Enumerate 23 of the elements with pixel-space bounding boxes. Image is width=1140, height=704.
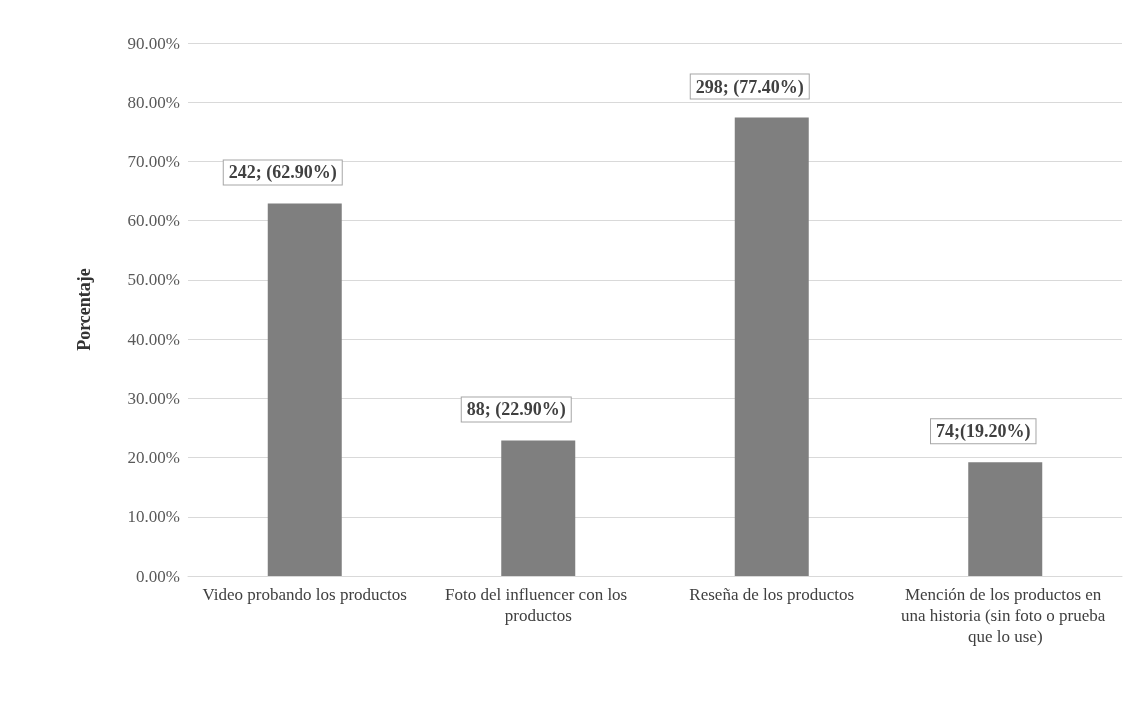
y-tick-label: 20.00% xyxy=(127,448,180,468)
bar xyxy=(501,440,576,576)
data-label: 88; (22.90%) xyxy=(466,399,566,421)
y-tick-label: 10.00% xyxy=(127,507,180,527)
x-tick-label: Foto del influencer con los productos xyxy=(445,585,632,625)
data-label: 298; (77.40%) xyxy=(695,76,804,98)
y-tick-label: 40.00% xyxy=(127,329,180,349)
bar xyxy=(968,462,1043,576)
x-tick-label: Mención de los productos en una historia (sin foto o prueba que lo use) xyxy=(900,585,1110,646)
y-tick-label: 70.00% xyxy=(127,151,180,171)
x-tick-label: Reseña de los productos xyxy=(689,585,855,604)
bar xyxy=(734,117,809,576)
y-axis-title: Porcentaje xyxy=(74,268,94,351)
y-tick-label: 0.00% xyxy=(136,566,180,586)
y-tick-label: 90.00% xyxy=(127,33,180,53)
data-label: 74;(19.20%) xyxy=(936,421,1031,443)
y-tick-label: 80.00% xyxy=(127,92,180,112)
y-tick-label: 60.00% xyxy=(127,211,180,231)
x-tick-label: Video probando los productos xyxy=(202,585,407,604)
y-tick-label: 30.00% xyxy=(127,388,180,408)
data-label: 242; (62.90%) xyxy=(228,162,337,184)
bar xyxy=(267,203,342,576)
y-tick-label: 50.00% xyxy=(127,270,180,290)
